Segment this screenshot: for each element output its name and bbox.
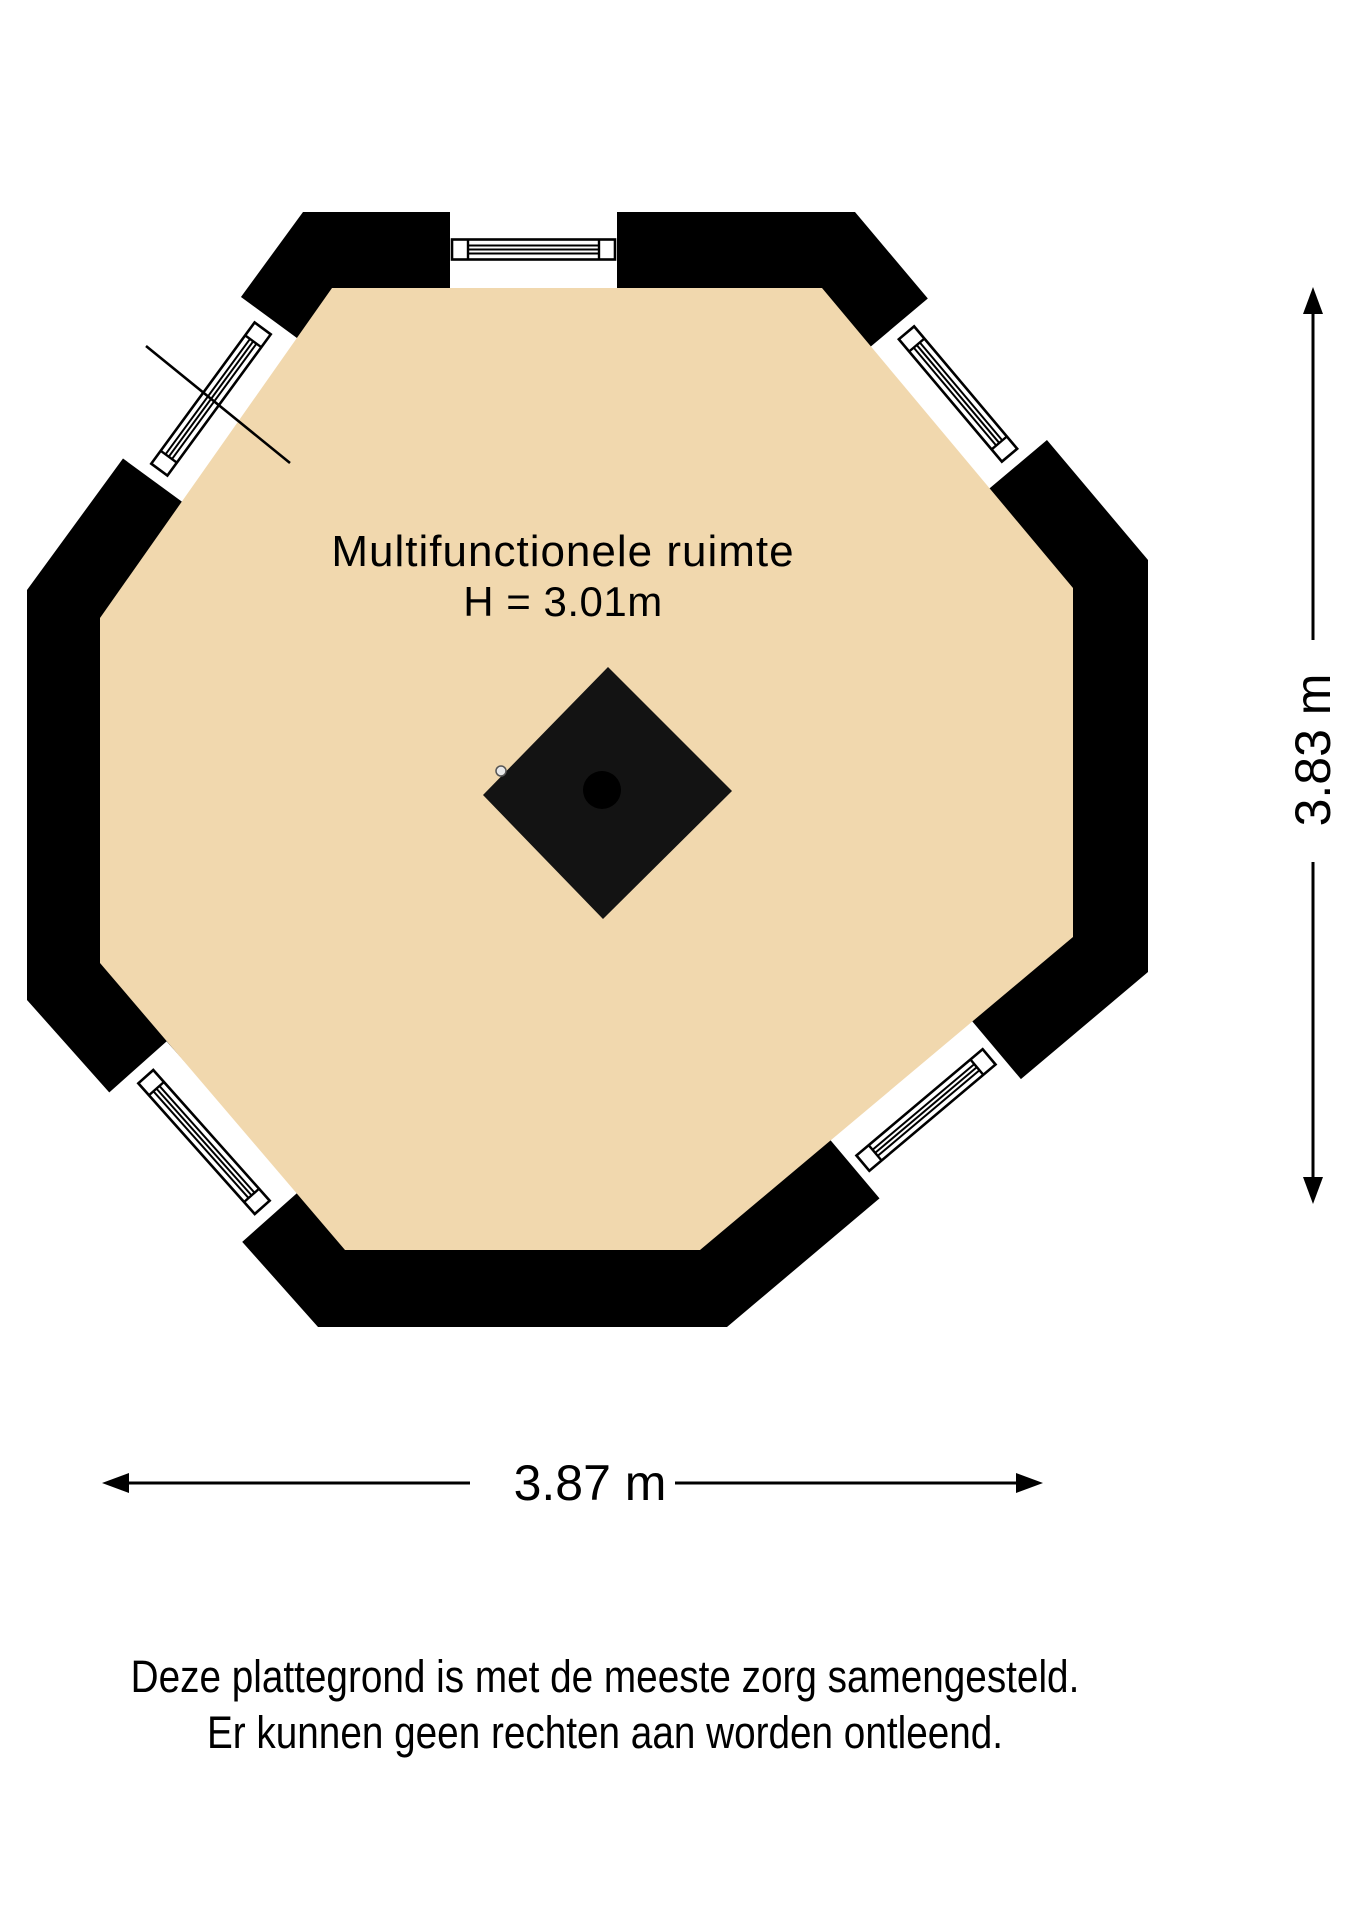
- window-bottom-left: [108, 1041, 300, 1243]
- horizontal-dimension-label: 3.87 m: [513, 1455, 667, 1511]
- vertical-dimension-arrow: [1303, 287, 1323, 1204]
- arrowhead-down-icon: [1303, 1177, 1323, 1204]
- arrowhead-up-icon: [1303, 287, 1323, 314]
- ceiling-height-label: H = 3.01m: [463, 578, 663, 625]
- disclaimer: Deze plattegrond is met de meeste zorg s…: [131, 1649, 1080, 1761]
- arrowhead-right-icon: [1016, 1473, 1043, 1493]
- flue-circle: [583, 771, 621, 809]
- vertical-dimension-label: 3.83 m: [1285, 673, 1341, 827]
- window-bottom-right: [830, 1020, 1022, 1200]
- edge-dot: [495, 765, 507, 777]
- window-top: [450, 210, 617, 289]
- horizontal-dimension-arrow: [102, 1473, 1043, 1493]
- window-top-right: [868, 298, 1048, 490]
- disclaimer-line-1: Deze plattegrond is met de meeste zorg s…: [130, 1651, 1080, 1702]
- arrowhead-left-icon: [102, 1473, 129, 1493]
- disclaimer-line-2: Er kunnen geen rechten aan worden ontlee…: [206, 1707, 1004, 1758]
- leader-line: [145, 344, 291, 465]
- room-label: Multifunctionele ruimte: [331, 527, 795, 576]
